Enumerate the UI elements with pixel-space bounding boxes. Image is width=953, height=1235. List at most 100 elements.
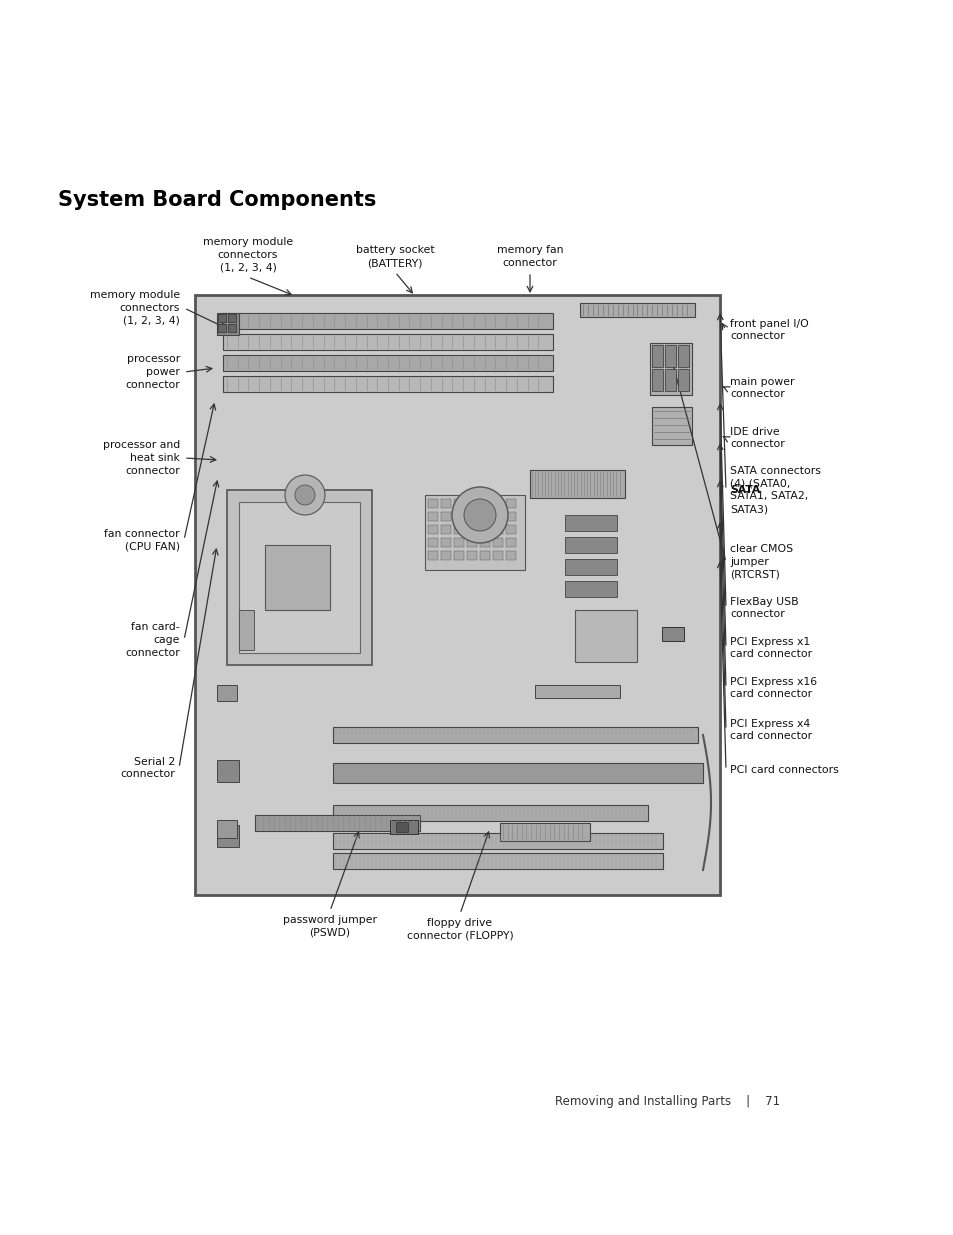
Bar [467, 538, 476, 547]
Bar [499, 823, 589, 841]
Text: PCI Express x4
card connector: PCI Express x4 card connector [729, 719, 811, 741]
Bar [390, 820, 417, 834]
Bar [428, 499, 437, 508]
Bar [467, 499, 476, 508]
Bar [254, 815, 419, 831]
Bar [216, 312, 239, 335]
Text: password jumper
(PSWD): password jumper (PSWD) [283, 915, 376, 937]
Circle shape [463, 499, 496, 531]
Text: SATA: SATA [729, 485, 760, 495]
Bar [479, 525, 490, 534]
Bar [216, 825, 239, 847]
Bar [440, 499, 451, 508]
Bar [678, 369, 688, 391]
Bar [228, 324, 235, 332]
Bar [218, 314, 226, 322]
Bar [564, 580, 617, 597]
Bar [440, 513, 451, 521]
Bar [493, 499, 502, 508]
Bar [216, 820, 236, 839]
Bar [505, 551, 516, 559]
Bar [239, 501, 359, 653]
Text: IDE drive
connector: IDE drive connector [729, 426, 784, 450]
Bar [530, 471, 624, 498]
Bar [239, 610, 253, 650]
Text: System Board Components: System Board Components [58, 190, 376, 210]
Bar [265, 545, 330, 610]
Bar [454, 513, 463, 521]
Bar [678, 345, 688, 367]
Bar [467, 513, 476, 521]
Text: processor
power
connector: processor power connector [125, 354, 180, 390]
Text: SATA connectors
(4) (SATA0,
SATA1, SATA2,
SATA3): SATA connectors (4) (SATA0, SATA1, SATA2… [729, 466, 820, 514]
Circle shape [285, 475, 325, 515]
Bar [333, 727, 698, 743]
Bar [440, 538, 451, 547]
Bar [223, 333, 553, 350]
Bar [333, 805, 647, 821]
Text: floppy drive
connector (FLOPPY): floppy drive connector (FLOPPY) [406, 918, 513, 941]
Bar [579, 303, 695, 317]
Bar [664, 345, 676, 367]
Bar [216, 760, 239, 782]
Bar [493, 525, 502, 534]
Bar [505, 499, 516, 508]
Bar [428, 525, 437, 534]
Bar [228, 314, 235, 322]
Text: FlexBay USB
connector: FlexBay USB connector [729, 597, 798, 620]
Bar [575, 610, 637, 662]
Bar [664, 369, 676, 391]
Bar [651, 369, 662, 391]
Text: Removing and Installing Parts    |    71: Removing and Installing Parts | 71 [555, 1095, 780, 1108]
Bar [218, 324, 226, 332]
Bar [505, 525, 516, 534]
Bar [467, 551, 476, 559]
Bar [333, 763, 702, 783]
Text: Serial 2
connector: Serial 2 connector [120, 757, 174, 779]
Bar [505, 538, 516, 547]
Text: memory fan
connector: memory fan connector [497, 246, 562, 268]
Bar [428, 551, 437, 559]
Bar [564, 559, 617, 576]
Bar [333, 853, 662, 869]
Bar [493, 551, 502, 559]
Bar [479, 499, 490, 508]
Bar [493, 538, 502, 547]
Text: PCI Express x1
card connector: PCI Express x1 card connector [729, 636, 811, 659]
Bar [479, 513, 490, 521]
Bar [454, 499, 463, 508]
Bar [216, 685, 236, 701]
Bar [649, 343, 691, 395]
Bar [428, 538, 437, 547]
Bar [440, 551, 451, 559]
Bar [223, 354, 553, 370]
Bar [454, 538, 463, 547]
Text: main power
connector: main power connector [729, 377, 794, 399]
Bar [479, 538, 490, 547]
Bar [223, 375, 553, 391]
Bar [564, 537, 617, 553]
Text: processor and
heat sink
connector: processor and heat sink connector [103, 440, 180, 475]
Text: memory module
connectors
(1, 2, 3, 4): memory module connectors (1, 2, 3, 4) [90, 290, 180, 326]
Bar [194, 295, 720, 895]
Bar [661, 627, 683, 641]
Circle shape [452, 487, 507, 543]
Bar [535, 685, 619, 698]
Text: PCI Express x16
card connector: PCI Express x16 card connector [729, 677, 817, 699]
Bar [333, 832, 662, 848]
Bar [454, 551, 463, 559]
Bar [223, 312, 553, 329]
Text: PCI card connectors: PCI card connectors [729, 764, 838, 776]
Text: memory module
connectors
(1, 2, 3, 4): memory module connectors (1, 2, 3, 4) [203, 237, 293, 273]
Bar [493, 513, 502, 521]
Bar [428, 513, 437, 521]
Bar [227, 490, 372, 664]
Text: fan card-
cage
connector: fan card- cage connector [125, 622, 180, 658]
Bar [564, 515, 617, 531]
Text: battery socket
(BATTERY): battery socket (BATTERY) [355, 246, 434, 268]
Bar [440, 525, 451, 534]
Bar [505, 513, 516, 521]
Bar [651, 345, 662, 367]
Bar [467, 525, 476, 534]
Text: fan connector
(CPU FAN): fan connector (CPU FAN) [104, 529, 180, 551]
